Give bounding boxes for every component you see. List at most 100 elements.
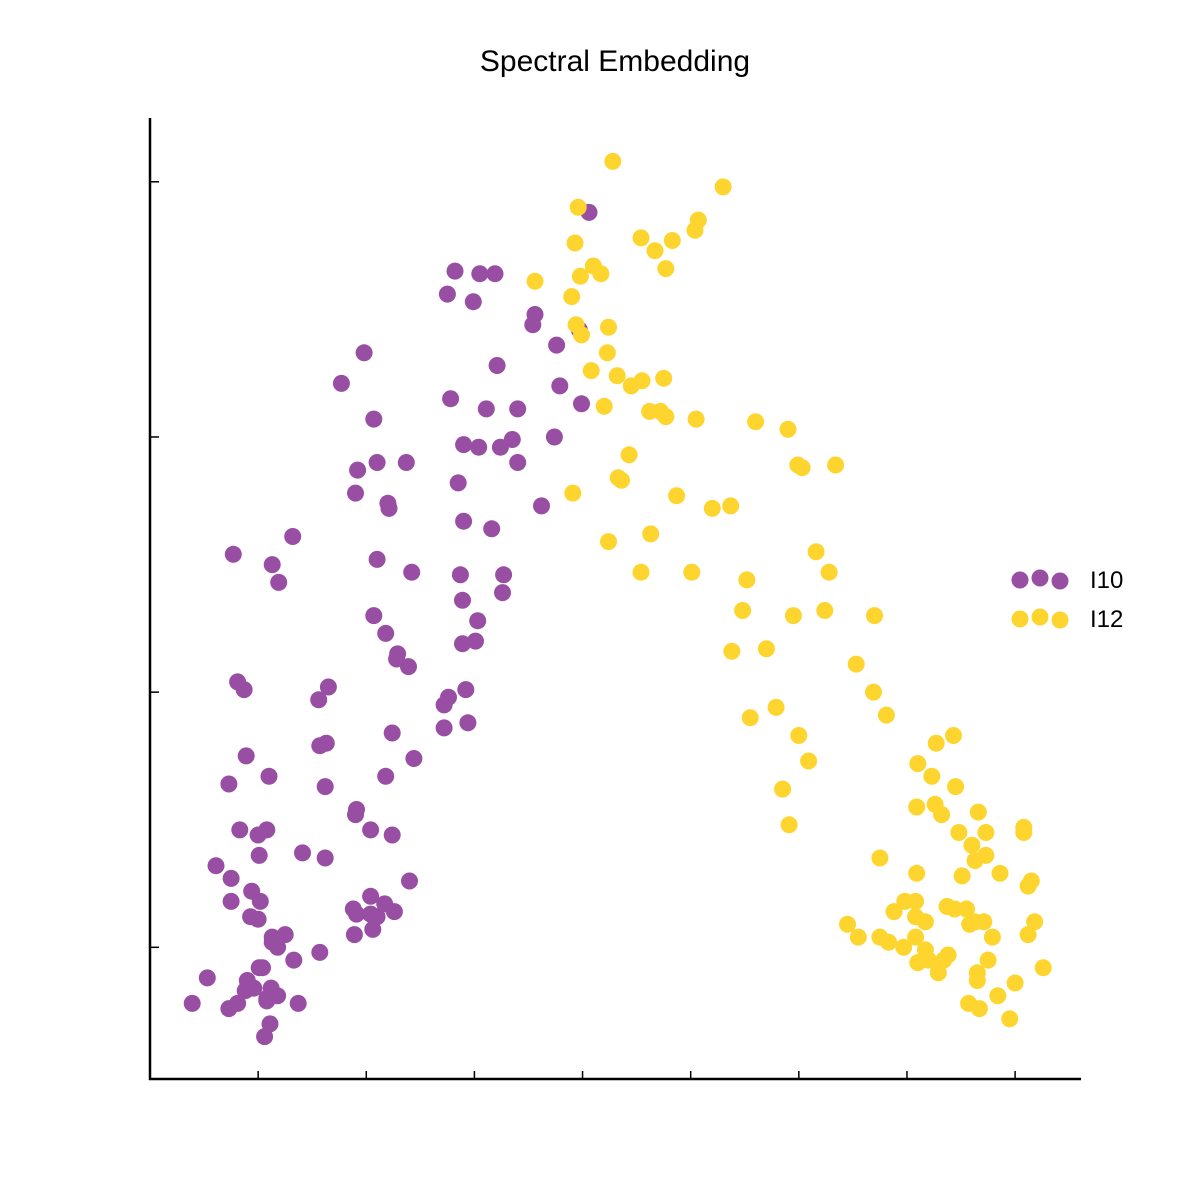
data-point-i12: [722, 497, 740, 515]
data-point-i12: [908, 798, 926, 816]
data-point-i12: [569, 198, 587, 216]
data-point-i12: [793, 459, 811, 477]
data-point-i12: [609, 469, 627, 487]
data-point-i12: [608, 367, 626, 385]
data-point-i12: [689, 211, 707, 229]
data-point-i10: [548, 336, 566, 354]
data-point-i12: [947, 778, 965, 796]
data-point-i12: [820, 563, 838, 581]
data-point-i12: [977, 824, 995, 841]
data-point-i10: [368, 454, 386, 471]
data-point-i12: [741, 709, 759, 727]
data-point-i12: [827, 456, 845, 474]
data-point-i10: [285, 951, 303, 969]
data-point-i10: [435, 719, 453, 737]
chart-title: Spectral Embedding: [480, 45, 750, 78]
legend-marker-i12: [1031, 608, 1049, 626]
data-point-i10: [355, 344, 373, 362]
data-point-i10: [332, 374, 350, 392]
plot-area: [183, 152, 1052, 1046]
data-point-i12: [738, 571, 756, 589]
data-point-i10: [380, 499, 398, 517]
data-point-i10: [236, 982, 254, 1000]
data-point-i12: [767, 698, 785, 716]
legend-marker-i10: [1051, 572, 1069, 590]
data-point-i12: [970, 1000, 988, 1018]
data-point-i12: [633, 372, 651, 390]
data-point-i12: [839, 915, 856, 933]
data-point-i12: [909, 954, 927, 972]
data-point-i10: [376, 895, 394, 913]
data-point-i10: [483, 520, 501, 538]
data-point-i12: [573, 326, 590, 344]
data-point-i12: [687, 410, 705, 428]
data-point-i10: [545, 428, 563, 446]
data-point-i12: [734, 602, 752, 619]
data-point-i10: [362, 821, 380, 839]
data-point-i12: [683, 563, 701, 581]
data-point-i10: [397, 454, 415, 471]
data-point-i12: [953, 867, 971, 885]
data-point-i10: [509, 400, 527, 418]
data-point-i10: [383, 724, 401, 742]
data-point-i10: [229, 994, 247, 1012]
data-point-i10: [494, 584, 511, 602]
data-point-i10: [440, 688, 457, 706]
data-point-i10: [477, 400, 495, 418]
data-point-i12: [655, 369, 673, 387]
data-point-i10: [368, 550, 386, 568]
data-point-i10: [509, 454, 527, 471]
data-point-i12: [784, 607, 802, 625]
data-point-i10: [207, 857, 225, 875]
data-point-i10: [260, 767, 278, 785]
data-point-i10: [222, 892, 240, 910]
data-point-i10: [316, 849, 334, 867]
data-point-i10: [262, 979, 280, 997]
data-point-i12: [923, 767, 941, 785]
data-point-i10: [258, 821, 276, 839]
data-point-i12: [979, 951, 997, 969]
data-point-i12: [657, 408, 675, 426]
data-point-i10: [261, 1015, 279, 1033]
data-point-i12: [800, 752, 818, 770]
data-point-i10: [345, 926, 363, 944]
data-point-i12: [714, 178, 732, 196]
data-point-i12: [600, 533, 617, 551]
data-point-i12: [871, 849, 889, 867]
data-point-i12: [780, 816, 798, 834]
data-point-i10: [495, 566, 513, 584]
data-point-i12: [632, 229, 650, 247]
data-point-i12: [907, 928, 925, 946]
data-point-i10: [383, 826, 401, 844]
data-point-i10: [317, 734, 335, 752]
data-point-i10: [362, 887, 380, 905]
data-point-i12: [969, 803, 987, 821]
data-point-i10: [377, 624, 395, 642]
data-point-i12: [1006, 974, 1024, 992]
data-point-i10: [464, 293, 482, 311]
legend-marker-i10: [1031, 569, 1049, 587]
data-point-i10: [533, 497, 550, 515]
data-point-i12: [747, 413, 765, 431]
data-point-i10: [446, 262, 464, 280]
data-point-i10: [551, 377, 569, 395]
data-point-i12: [1026, 913, 1044, 931]
data-point-i12: [977, 846, 995, 864]
data-point-i10: [471, 265, 489, 283]
data-point-i12: [983, 928, 1001, 946]
data-point-i10: [486, 265, 504, 283]
data-point-i12: [907, 908, 925, 926]
data-point-i12: [595, 397, 613, 415]
data-point-i12: [1019, 926, 1037, 944]
data-point-i10: [289, 994, 307, 1012]
data-point-i10: [319, 678, 337, 696]
data-point-i12: [958, 900, 975, 918]
data-point-i12: [816, 602, 834, 619]
data-point-i12: [866, 607, 883, 625]
data-point-i10: [250, 846, 268, 864]
data-point-i12: [945, 727, 962, 744]
data-point-i10: [224, 545, 242, 563]
data-point-i10: [503, 431, 521, 448]
legend-entry-i10: I10: [1011, 567, 1123, 594]
data-point-i12: [909, 755, 927, 773]
